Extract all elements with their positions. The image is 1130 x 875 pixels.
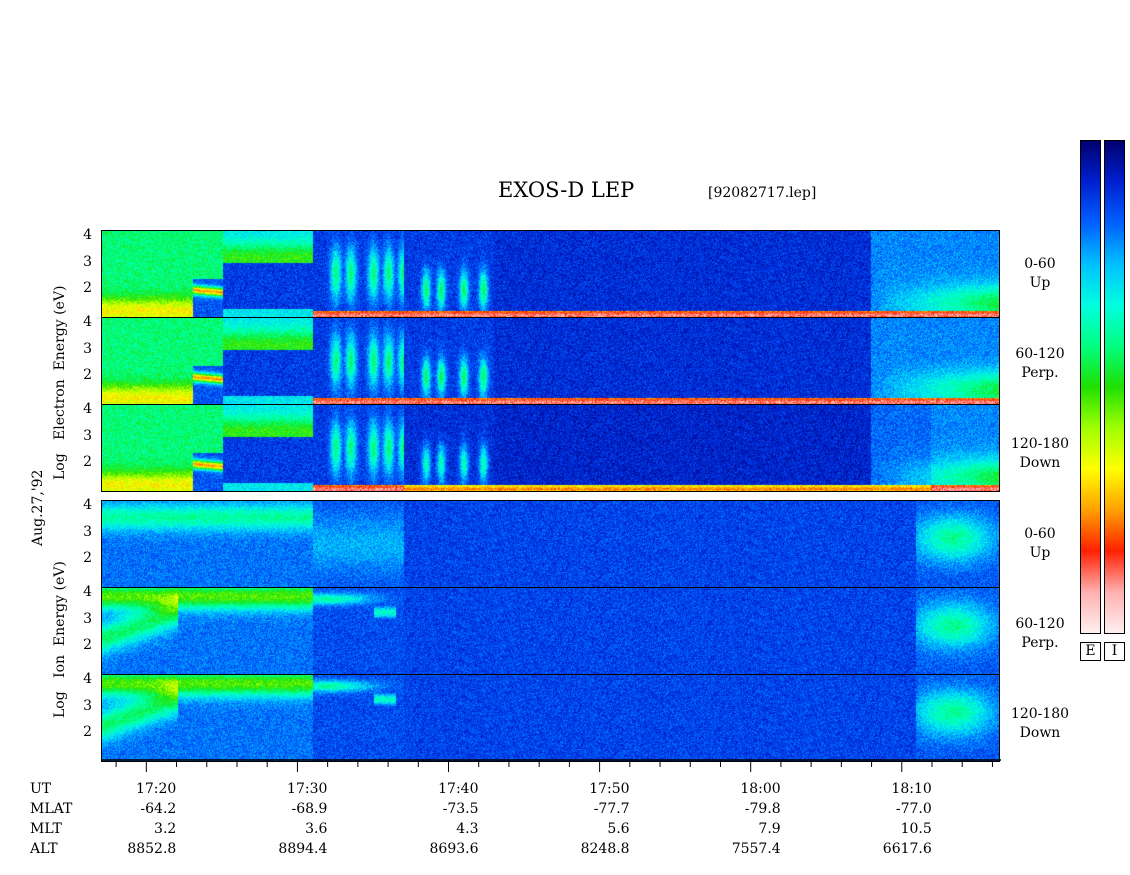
ephemeris-mlat-value: -77.0: [895, 801, 932, 817]
ephemeris-alt-value: 8693.6: [429, 841, 479, 857]
ephemeris-mlat-value: -68.9: [291, 801, 328, 817]
y-tick-label: 2: [83, 550, 92, 567]
pitch-direction: Down: [1019, 725, 1061, 741]
ephemeris-alt-value: 6617.6: [882, 841, 932, 857]
y-tick-label: 4: [83, 671, 92, 687]
y-tick-label: 2: [83, 454, 92, 471]
heatmap-ion-down: [101, 674, 1000, 762]
pitch-label: 120-180 Down: [1005, 705, 1075, 743]
ephemeris-ut-value: 18:00: [740, 781, 781, 797]
pitch-label: 120-180 Down: [1005, 435, 1075, 473]
y-tick-label: 2: [83, 280, 92, 297]
ephemeris-mlat-value: -79.8: [744, 801, 781, 817]
ion-axis-label: Log Ion Energy (eV): [52, 561, 68, 718]
time-axis: [101, 759, 1001, 772]
y-tick-label: 4: [83, 584, 92, 600]
ephemeris-alt-value: 8852.8: [127, 841, 177, 857]
y-tick-label: 4: [83, 497, 92, 513]
ephemeris-ut-value: 17:40: [438, 781, 479, 797]
colorbar-ion-label: I: [1104, 642, 1125, 661]
electron-axis-label-energy: Energy: [52, 319, 68, 371]
y-tick-label: 2: [83, 367, 92, 384]
pitch-label: 0-60 Up: [1005, 255, 1075, 293]
ephemeris-mlat-value: -64.2: [140, 801, 177, 817]
pitch-direction: Up: [1029, 275, 1051, 291]
pitch-range: 0-60: [1024, 256, 1056, 272]
pitch-range: 60-120: [1015, 346, 1065, 362]
ephemeris-mlt-value: 3.6: [305, 821, 328, 837]
electron-axis-label-log: Log: [52, 453, 68, 480]
y-tick-label: 3: [83, 340, 92, 357]
pitch-label: 60-120 Perp.: [1005, 615, 1075, 653]
electron-axis-label-electron: Electron: [52, 379, 68, 440]
file-name: [92082717.lep]: [708, 185, 817, 201]
pitch-label: 60-120 Perp.: [1005, 345, 1075, 383]
ephemeris-alt-value: 8248.8: [580, 841, 630, 857]
y-tick-label: 2: [83, 637, 92, 654]
heatmap-ion-perp: [101, 587, 1000, 675]
chart-title: EXOS-D LEP: [498, 178, 635, 202]
pitch-label: 0-60 Up: [1005, 525, 1075, 563]
ion-axis-label-log: Log: [52, 691, 68, 718]
ephemeris-mlt-value: 10.5: [900, 821, 932, 837]
ephemeris-alt-value: 7557.4: [731, 841, 781, 857]
y-tick-label: 4: [83, 227, 92, 243]
electron-axis-label: Log Electron Energy (eV): [52, 286, 68, 480]
y-tick-label: 3: [83, 523, 92, 540]
y-tick-label: 4: [83, 314, 92, 330]
row-name-ut: UT: [30, 781, 52, 797]
ion-axis-label-unit: (eV): [52, 561, 68, 591]
y-tick-label: 2: [83, 724, 92, 741]
ephemeris-mlt-value: 3.2: [154, 821, 177, 837]
heatmap-ion-up: [101, 500, 1000, 588]
ephemeris-ut-value: 17:30: [287, 781, 328, 797]
pitch-range: 120-180: [1010, 706, 1070, 722]
pitch-direction: Up: [1029, 545, 1051, 561]
pitch-direction: Down: [1019, 455, 1061, 471]
colorbar-electron: [1080, 140, 1101, 634]
pitch-range: 60-120: [1015, 616, 1065, 632]
row-name-mlat: MLAT: [30, 801, 73, 817]
y-tick-label: 3: [83, 427, 92, 444]
heatmap-electron-down: [101, 404, 1000, 492]
heatmap-electron-up: [101, 230, 1000, 318]
heatmap-electron-perp: [101, 317, 1000, 405]
ephemeris-ut-value: 17:20: [135, 781, 177, 797]
ion-axis-label-ion: Ion: [52, 654, 68, 678]
ephemeris-alt-value: 8894.4: [278, 841, 328, 857]
pitch-range: 120-180: [1010, 436, 1070, 452]
y-tick-label: 3: [83, 697, 92, 714]
date-label: Aug.27,'92: [30, 469, 46, 546]
colorbar-ion: [1104, 140, 1125, 634]
y-tick-label: 3: [83, 610, 92, 627]
y-tick-label: 3: [83, 253, 92, 270]
y-tick-label: 4: [83, 401, 92, 417]
row-name-alt: ALT: [30, 841, 58, 857]
ephemeris-mlat-value: -73.5: [442, 801, 479, 817]
ephemeris-mlt-value: 7.9: [758, 821, 781, 837]
pitch-direction: Perp.: [1021, 365, 1059, 381]
ephemeris-mlt-value: 4.3: [456, 821, 479, 837]
ephemeris-mlt-value: 5.6: [607, 821, 630, 837]
ephemeris-ut-value: 17:50: [589, 781, 630, 797]
pitch-range: 0-60: [1024, 526, 1056, 542]
row-name-mlt: MLT: [30, 821, 62, 837]
ephemeris-mlat-value: -77.7: [593, 801, 630, 817]
ephemeris-ut-value: 18:10: [891, 781, 932, 797]
pitch-direction: Perp.: [1021, 635, 1059, 651]
electron-axis-label-unit: (eV): [52, 285, 68, 315]
colorbar-electron-label: E: [1080, 642, 1101, 661]
ion-axis-label-energy: Energy: [52, 594, 68, 647]
